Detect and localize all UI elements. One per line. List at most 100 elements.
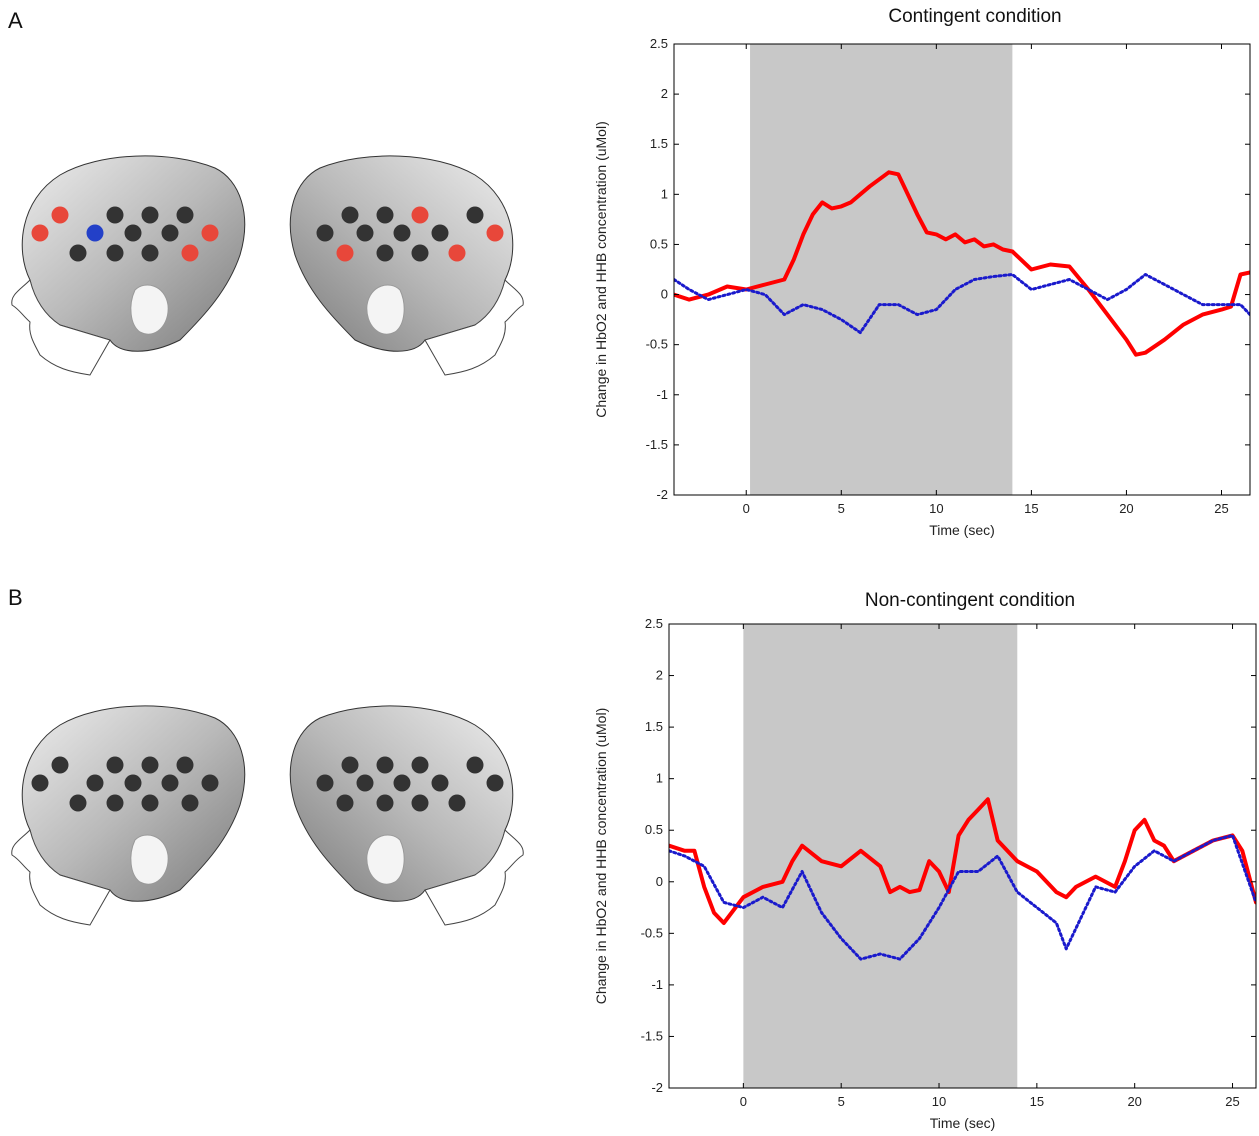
channel-dot bbox=[448, 244, 466, 262]
y-tick-label: 2 bbox=[661, 86, 668, 101]
channel-dot bbox=[376, 794, 394, 812]
channel-dot bbox=[51, 206, 69, 224]
channel-dot bbox=[356, 774, 374, 792]
channel-dot bbox=[86, 224, 104, 242]
head-illustrations-b bbox=[11, 705, 524, 926]
channel-dot bbox=[141, 794, 159, 812]
y-tick-label: -2 bbox=[656, 487, 668, 502]
panel-letter-b: B bbox=[8, 585, 23, 610]
x-tick-label: 15 bbox=[1024, 501, 1038, 516]
x-tick-label: 10 bbox=[932, 1094, 946, 1109]
channel-dot bbox=[69, 244, 87, 262]
y-tick-label: 1.5 bbox=[645, 719, 663, 734]
channel-dot bbox=[31, 774, 49, 792]
stimulus-window bbox=[743, 624, 1018, 1088]
y-tick-label: -0.5 bbox=[641, 925, 663, 940]
head-illustrations-a bbox=[11, 155, 524, 376]
x-tick-label: 15 bbox=[1030, 1094, 1044, 1109]
plot-frame bbox=[668, 623, 1257, 1089]
x-tick-label: 0 bbox=[743, 501, 750, 516]
y-axis-label: Change in HbO2 and HHB concentration (uM… bbox=[593, 708, 609, 1005]
channel-dot bbox=[69, 794, 87, 812]
channel-dot bbox=[448, 794, 466, 812]
channel-dot bbox=[486, 224, 504, 242]
channel-dot bbox=[124, 224, 142, 242]
channel-dot bbox=[316, 774, 334, 792]
channel-dot bbox=[466, 756, 484, 774]
channel-dot bbox=[141, 244, 159, 262]
y-tick-label: -1 bbox=[656, 387, 668, 402]
stimulus-window bbox=[750, 44, 1013, 495]
y-tick-label: 1 bbox=[656, 771, 663, 786]
y-tick-label: -1 bbox=[651, 977, 663, 992]
channel-dot bbox=[176, 206, 194, 224]
channel-dot bbox=[431, 774, 449, 792]
y-tick-label: 0 bbox=[656, 874, 663, 889]
channel-dot bbox=[356, 224, 374, 242]
x-tick-label: 25 bbox=[1214, 501, 1228, 516]
y-tick-label: -1.5 bbox=[646, 437, 668, 452]
y-tick-label: 0.5 bbox=[645, 822, 663, 837]
channel-dot bbox=[336, 244, 354, 262]
chart-title-non-contingent: Non-contingent condition bbox=[864, 590, 1076, 611]
y-tick-label: 2.5 bbox=[645, 616, 663, 631]
x-tick-label: 20 bbox=[1119, 501, 1133, 516]
channel-dot bbox=[411, 244, 429, 262]
channel-dot bbox=[336, 794, 354, 812]
channel-dot bbox=[86, 774, 104, 792]
channel-dot bbox=[141, 756, 159, 774]
x-tick-label: 5 bbox=[838, 1094, 845, 1109]
channel-dot bbox=[201, 224, 219, 242]
channel-dot bbox=[393, 224, 411, 242]
x-tick-label: 20 bbox=[1127, 1094, 1141, 1109]
y-tick-label: -0.5 bbox=[646, 337, 668, 352]
channel-dot bbox=[411, 756, 429, 774]
channel-dot bbox=[411, 206, 429, 224]
y-tick-label: 2 bbox=[656, 668, 663, 683]
chart-title-contingent: Contingent condition bbox=[888, 6, 1062, 27]
infant-head-left-icon bbox=[11, 705, 246, 926]
channel-dot bbox=[161, 224, 179, 242]
channel-dot bbox=[124, 774, 142, 792]
x-axis-label: Time (sec) bbox=[930, 1115, 996, 1131]
hbo2-line bbox=[674, 170, 1250, 357]
infant-head-right-icon bbox=[289, 705, 524, 926]
channel-dot bbox=[141, 206, 159, 224]
channel-dot bbox=[341, 206, 359, 224]
channel-dot bbox=[376, 756, 394, 774]
x-tick-label: 0 bbox=[740, 1094, 747, 1109]
channel-dot bbox=[161, 774, 179, 792]
channel-dot bbox=[176, 756, 194, 774]
y-axis-label: Change in HbO2 and HHB concentration (uM… bbox=[593, 121, 609, 418]
channel-dot bbox=[106, 244, 124, 262]
channel-dot bbox=[316, 224, 334, 242]
y-tick-label: 0 bbox=[661, 287, 668, 302]
channel-dot bbox=[181, 244, 199, 262]
channel-dot bbox=[106, 206, 124, 224]
channel-dot bbox=[376, 244, 394, 262]
y-tick-label: 0.5 bbox=[650, 236, 668, 251]
channel-dot bbox=[106, 794, 124, 812]
channel-dot bbox=[31, 224, 49, 242]
channel-dot bbox=[466, 206, 484, 224]
channel-dot bbox=[376, 206, 394, 224]
y-tick-label: 2.5 bbox=[650, 36, 668, 51]
x-axis-label: Time (sec) bbox=[929, 522, 995, 538]
channel-dot bbox=[341, 756, 359, 774]
plot-frame bbox=[673, 43, 1251, 496]
x-tick-label: 25 bbox=[1225, 1094, 1239, 1109]
channel-dot bbox=[411, 794, 429, 812]
channel-dot bbox=[181, 794, 199, 812]
channel-dot bbox=[393, 774, 411, 792]
channel-dot bbox=[431, 224, 449, 242]
hhb-line bbox=[674, 273, 1250, 335]
y-tick-label: -2 bbox=[651, 1080, 663, 1095]
channel-dot bbox=[201, 774, 219, 792]
hhb-line bbox=[669, 833, 1256, 961]
y-tick-label: 1 bbox=[661, 186, 668, 201]
panel-letter-a: A bbox=[8, 8, 23, 33]
x-tick-label: 5 bbox=[838, 501, 845, 516]
channel-dot bbox=[51, 756, 69, 774]
